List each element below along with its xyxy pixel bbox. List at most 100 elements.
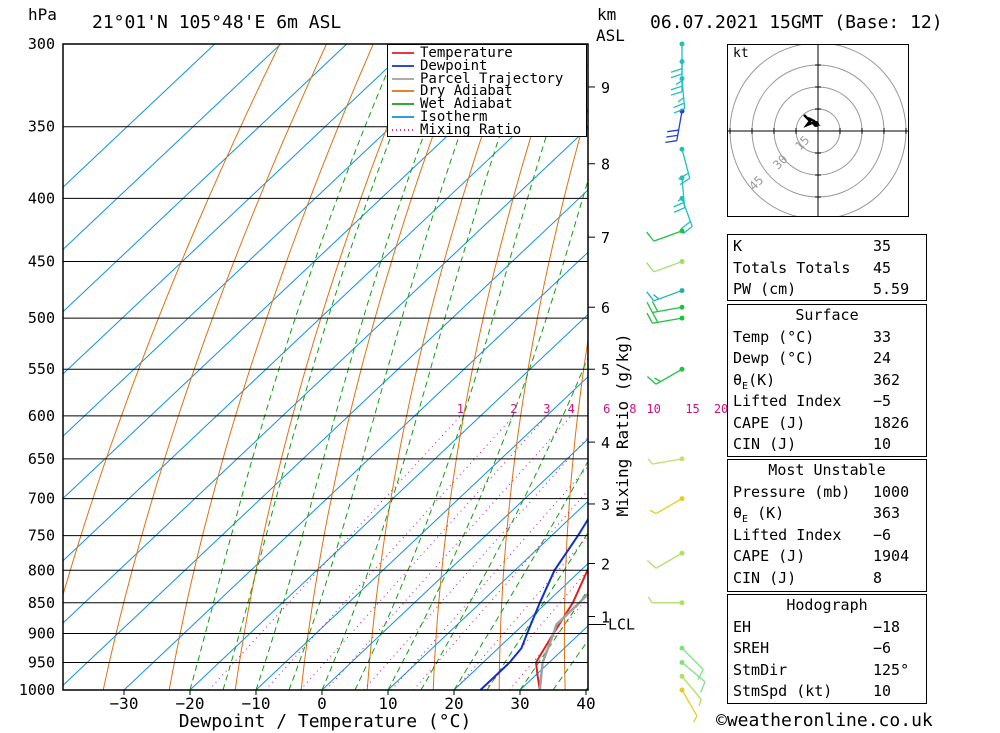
wind-barb-flag xyxy=(673,201,685,208)
wind-barb-flag xyxy=(646,301,654,313)
wind-barb-flag xyxy=(651,301,659,312)
legend-label: Dry Adiabat xyxy=(420,83,513,100)
wind-barb-staff xyxy=(652,458,683,465)
isotherm-line xyxy=(63,127,588,624)
wind-barb xyxy=(679,673,702,707)
km-tick-label: 2 xyxy=(601,556,610,574)
x-tick-label: −10 xyxy=(242,694,271,713)
pressure-tick-label: 550 xyxy=(28,360,55,378)
wind-barb-flag xyxy=(670,90,683,96)
wet-adiabat-line xyxy=(189,44,400,690)
table-row: CAPE (J) 1826 xyxy=(728,413,926,435)
table-row-key: SREH xyxy=(733,639,770,657)
hodograph-table: Hodograph EH −18 SREH −6 StmDir 125° StmSpd (kt… xyxy=(727,594,927,704)
wet-adiabat-line xyxy=(453,460,588,690)
table-row-value: 35 xyxy=(873,237,892,255)
wind-barb-flag xyxy=(693,715,698,723)
wind-barb-flag xyxy=(646,262,655,273)
wind-barb-flag xyxy=(680,220,691,230)
location-label: 21°01'N 105°48'E 6m ASL xyxy=(92,12,342,33)
pressure-tick-label: 700 xyxy=(28,490,55,508)
wind-barb-flag xyxy=(677,196,685,202)
table-row-key: Lifted Index xyxy=(733,525,842,544)
isotherm-line xyxy=(321,438,588,690)
wind-barb-flag xyxy=(673,102,685,109)
pressure-tick-label: 650 xyxy=(28,450,55,468)
wind-barb xyxy=(679,195,693,235)
wind-barb-flag xyxy=(646,231,655,242)
pressure-tick-label: 900 xyxy=(28,624,55,642)
table-row-key: StmSpd (kt) xyxy=(733,682,833,700)
table-row-value: 45 xyxy=(873,258,892,277)
table-row-value: 1904 xyxy=(873,547,910,565)
wet-adiabat-line xyxy=(354,44,577,690)
km-tick-label: 9 xyxy=(601,79,610,97)
table-row-value: −5 xyxy=(873,392,892,410)
table-row-value: −6 xyxy=(873,639,892,657)
table-row: PW (cm) 5.59 xyxy=(728,279,926,301)
hodograph-box: kt 15 30 45 xyxy=(727,44,909,217)
dewpoint-line xyxy=(479,392,588,690)
km-tick-label: 3 xyxy=(601,496,610,514)
km-tick-label: 5 xyxy=(601,361,610,379)
wind-barb-flag xyxy=(677,97,685,103)
unit-km-label: km xyxy=(597,5,617,24)
dry-adiabat-line xyxy=(628,44,701,690)
wind-barb-flag xyxy=(654,377,662,383)
wind-barb-flag xyxy=(670,73,683,79)
table-row-value: 125° xyxy=(873,660,910,679)
legend-label: Parcel Trajectory xyxy=(420,70,564,87)
chart-legend: Temperature Dewpoint Parcel Trajectory Dry … xyxy=(387,44,587,137)
table-row: CIN (J) 10 xyxy=(728,434,926,456)
wind-barb xyxy=(673,76,686,114)
wind-barb xyxy=(646,288,685,302)
wind-barb-staff xyxy=(653,289,683,302)
x-tick-label: 10 xyxy=(378,694,397,713)
table-row-value: −6 xyxy=(873,525,892,544)
dry-adiabat-line xyxy=(498,106,588,690)
mixing-ratio-label: 8 xyxy=(629,402,636,416)
wind-barb-flag xyxy=(646,312,654,324)
legend-swatch xyxy=(392,77,414,80)
km-tick-label: 1 xyxy=(601,609,610,627)
unit-asl-label: ASL xyxy=(596,26,625,45)
wind-barb-flag xyxy=(653,294,660,300)
table-row-key: Lifted Index xyxy=(733,392,842,410)
wind-barb-flag xyxy=(675,80,683,85)
table-row-value: 1826 xyxy=(873,413,910,432)
wind-barb xyxy=(646,228,685,242)
table-row-key: PW (cm) xyxy=(733,280,797,298)
wind-barb-flag xyxy=(651,311,659,323)
wind-barb-flag xyxy=(647,458,653,465)
table-row: EH −18 xyxy=(728,617,926,639)
pressure-tick-label: 350 xyxy=(28,118,55,136)
isotherm-line xyxy=(63,44,282,251)
pressure-tick-label: 600 xyxy=(28,407,55,425)
lcl-label: LCL xyxy=(608,615,635,633)
dry-adiabat-line xyxy=(234,44,421,690)
legend-entry: Parcel Trajectory xyxy=(388,70,586,87)
table-row-value: 363 xyxy=(873,504,901,522)
wet-adiabat-line xyxy=(222,44,429,690)
wind-barb xyxy=(646,311,685,324)
wind-barb xyxy=(678,146,691,186)
pressure-tick-label: 400 xyxy=(28,189,55,207)
table-row-value: 33 xyxy=(873,327,892,346)
legend-label: Wet Adiabat xyxy=(420,96,513,113)
table-row: Totals Totals 45 xyxy=(728,258,926,280)
x-tick-label: −30 xyxy=(110,694,139,713)
x-tick-label: 20 xyxy=(444,694,463,713)
wind-barb-flag xyxy=(666,134,678,138)
table-row-key: CAPE (J) xyxy=(733,547,806,565)
dry-adiabat-line xyxy=(432,44,561,690)
isotherm-line xyxy=(255,376,588,690)
x-tick-label: 40 xyxy=(576,694,595,713)
table-row-key: Pressure (mb) xyxy=(733,482,851,501)
table-section-title: Surface xyxy=(795,306,859,324)
table-row-value: 1000 xyxy=(873,482,910,501)
pressure-tick-label: 300 xyxy=(28,35,55,53)
legend-entry: Mixing Ratio xyxy=(388,123,586,137)
table-row: Dewp (°C) 24 xyxy=(728,348,926,370)
table-row: K 35 xyxy=(728,236,926,258)
